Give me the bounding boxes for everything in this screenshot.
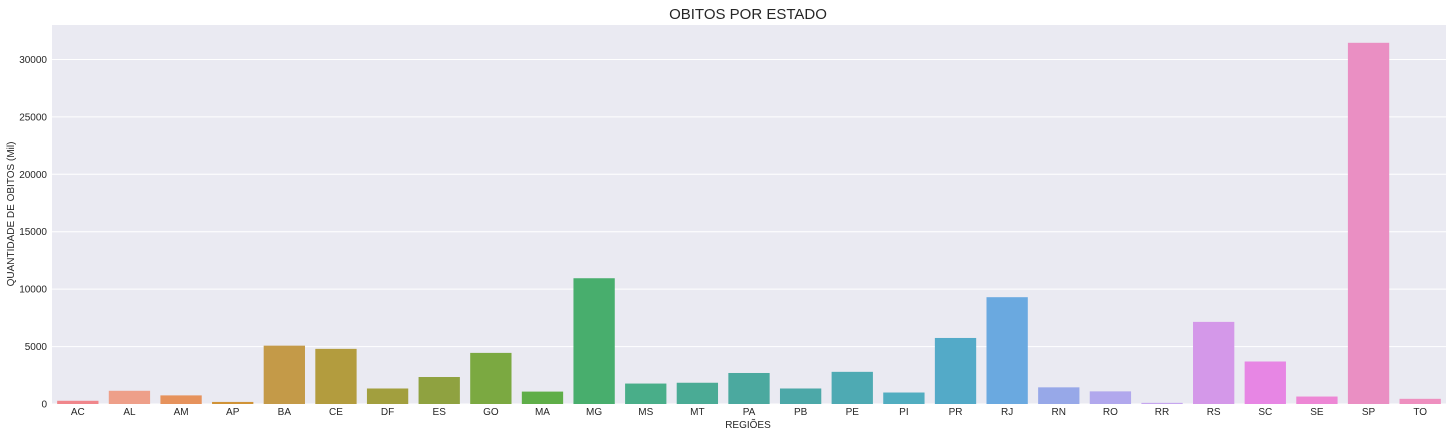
x-tick-label: PA [743, 407, 756, 418]
bar-ma [521, 391, 564, 404]
y-tick-label: 15000 [19, 227, 47, 238]
x-tick-label: MT [690, 407, 704, 418]
x-tick-label: SP [1362, 407, 1376, 418]
x-tick-label: TO [1413, 407, 1427, 418]
x-tick-label: RS [1207, 407, 1221, 418]
bar-rj [986, 297, 1028, 404]
y-axis-ticks: 0 5000 10000 15000 20000 25000 30000 [19, 55, 47, 411]
y-tick-label: 10000 [19, 285, 47, 296]
bar-rs [1193, 321, 1235, 404]
x-tick-label: ES [433, 407, 447, 418]
bar-am [160, 395, 202, 404]
x-tick-label: PE [846, 407, 860, 418]
x-tick-label: PI [899, 407, 908, 418]
bar-rn [1038, 387, 1080, 404]
y-axis-title: QUANTIDADE DE OBITOS (Mil) [6, 142, 17, 287]
x-tick-label: AM [174, 407, 189, 418]
bar-mt [676, 382, 719, 404]
x-tick-label: CE [329, 407, 343, 418]
y-tick-label: 25000 [19, 112, 47, 123]
x-tick-label: SE [1310, 407, 1324, 418]
x-tick-label: BA [278, 407, 292, 418]
x-tick-label: DF [381, 407, 394, 418]
bar-sp [1347, 42, 1390, 404]
bar-pa [728, 372, 770, 404]
x-tick-label: RO [1103, 407, 1118, 418]
bar-al [108, 390, 151, 404]
x-tick-label: MG [586, 407, 602, 418]
bar-pr [934, 337, 977, 404]
bar-ac [57, 400, 99, 404]
x-axis-ticks: AC AL AM AP BA CE DF ES GO MA MG MS MT PA PB PE PI PR RJ RN… [71, 407, 1427, 418]
x-tick-label: RN [1052, 407, 1066, 418]
bar-ms [625, 383, 667, 404]
x-tick-label: MA [535, 407, 550, 418]
bar-ce [315, 348, 357, 404]
y-tick-label: 5000 [25, 342, 48, 353]
x-tick-label: SC [1258, 407, 1272, 418]
chart-title: OBITOS POR ESTADO [669, 6, 827, 23]
bar-sc [1244, 361, 1286, 404]
x-tick-label: AC [71, 407, 85, 418]
bar-pe [831, 371, 873, 404]
bar-pi [883, 392, 925, 404]
bar-to [1399, 398, 1441, 404]
bar-mg [573, 278, 615, 404]
bar-df [366, 388, 409, 404]
y-tick-label: 0 [41, 400, 47, 411]
x-tick-label: AL [123, 407, 136, 418]
x-tick-label: AP [226, 407, 240, 418]
bar-es [418, 377, 460, 404]
bar-se [1296, 396, 1338, 404]
bars [57, 42, 1441, 404]
y-tick-label: 30000 [19, 55, 47, 66]
bar-ba [263, 345, 305, 404]
x-tick-label: GO [483, 407, 499, 418]
y-tick-label: 20000 [19, 170, 47, 181]
bar-ap [212, 401, 254, 404]
bar-pb [779, 388, 822, 404]
bar-go [470, 352, 512, 404]
x-axis-title: REGIÕES [725, 418, 771, 431]
x-tick-label: RR [1155, 407, 1169, 418]
bar-ro [1089, 391, 1132, 404]
x-tick-label: MS [638, 407, 653, 418]
plot-area [52, 25, 1446, 404]
x-tick-label: PR [949, 407, 963, 418]
bar-rr [1141, 402, 1183, 404]
x-tick-label: RJ [1001, 407, 1013, 418]
x-tick-label: PB [794, 407, 808, 418]
